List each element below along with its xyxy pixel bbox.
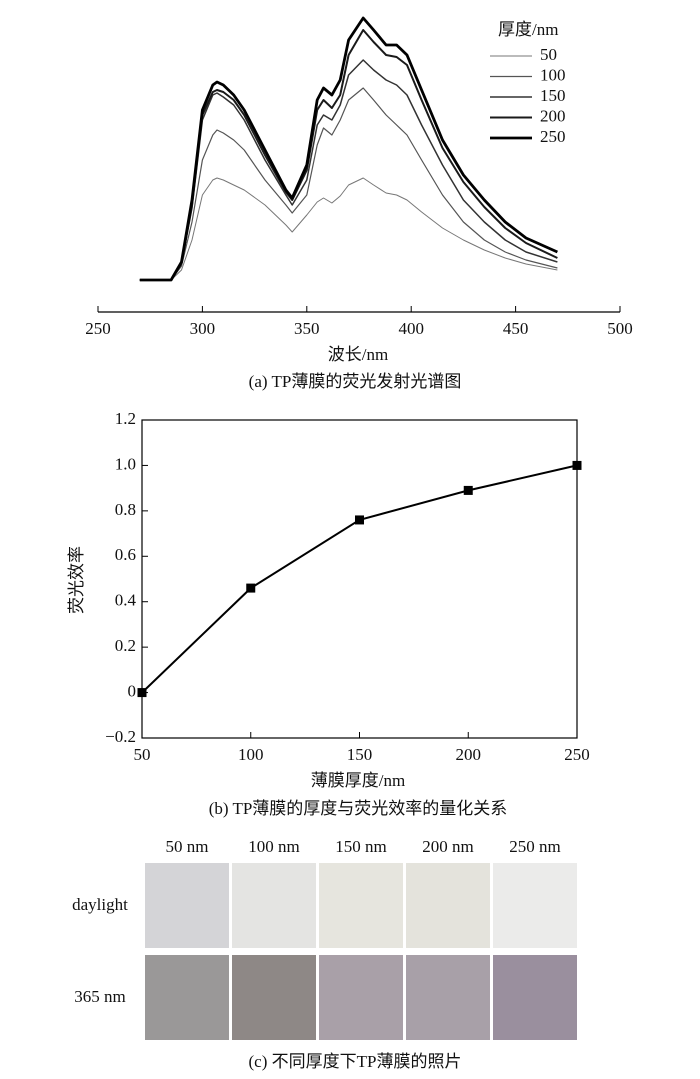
data-point <box>246 583 256 593</box>
legend-label: 100 <box>540 65 566 84</box>
spectrum-line <box>139 87 558 281</box>
data-point <box>137 688 147 698</box>
y-tick-label: 0 <box>128 681 137 700</box>
x-tick-label: 450 <box>503 319 529 338</box>
photo <box>145 863 229 948</box>
photo <box>145 955 229 1040</box>
caption-b: (b) TP薄膜的厚度与荧光效率的量化关系 <box>209 799 508 818</box>
x-axis-label: 薄膜厚度/nm <box>311 771 405 790</box>
x-tick-label: 350 <box>294 319 320 338</box>
x-tick-label: 50 <box>134 745 151 764</box>
photo <box>319 955 403 1040</box>
legend-label: 150 <box>540 86 566 105</box>
x-tick-label: 250 <box>85 319 111 338</box>
photo <box>493 955 577 1040</box>
spectrum-line <box>139 16 558 282</box>
legend-label: 200 <box>540 106 566 125</box>
plot-frame <box>141 419 578 739</box>
data-point <box>463 485 473 495</box>
x-tick-label: 100 <box>238 745 264 764</box>
legend-label: 250 <box>540 127 566 146</box>
photo <box>232 955 316 1040</box>
column-label: 250 nm <box>509 837 560 856</box>
x-axis-label: 波长/nm <box>328 345 388 364</box>
x-tick-label: 200 <box>456 745 482 764</box>
legend-label: 50 <box>540 45 557 64</box>
y-tick-label: 1.2 <box>115 409 136 428</box>
legend-title: 厚度/nm <box>498 20 558 39</box>
y-tick-label: −0.2 <box>105 727 136 746</box>
row-label: 365 nm <box>74 987 125 1006</box>
y-axis-label: 荧光效率 <box>67 546 86 614</box>
efficiency-line <box>141 464 578 694</box>
column-label: 150 nm <box>335 837 386 856</box>
y-tick-label: 0.6 <box>115 545 136 564</box>
photo <box>319 863 403 948</box>
row-label: daylight <box>72 895 128 914</box>
spectrum-line <box>139 59 558 281</box>
caption-a: (a) TP薄膜的荧光发射光谱图 <box>249 372 462 391</box>
column-label: 200 nm <box>422 837 473 856</box>
photo-grid <box>145 863 577 1040</box>
spectrum-line <box>139 29 558 281</box>
y-tick-label: 0.2 <box>115 636 136 655</box>
caption-c: (c) 不同厚度下TP薄膜的照片 <box>249 1052 462 1071</box>
y-tick-label: 0.4 <box>115 591 137 610</box>
x-tick-label: 300 <box>190 319 216 338</box>
y-tick-label: 0.8 <box>115 500 136 519</box>
x-tick-label: 500 <box>607 319 633 338</box>
photo <box>406 955 490 1040</box>
x-tick-label: 400 <box>398 319 424 338</box>
column-label: 50 nm <box>166 837 209 856</box>
spectrum-line <box>139 177 558 281</box>
photo <box>232 863 316 948</box>
photo <box>406 863 490 948</box>
data-point <box>355 515 364 525</box>
data-point <box>572 460 582 470</box>
column-label: 100 nm <box>248 837 299 856</box>
y-tick-label: 1.0 <box>115 454 136 473</box>
photo <box>493 863 577 948</box>
x-tick-label: 250 <box>564 745 590 764</box>
x-tick-label: 150 <box>347 745 373 764</box>
